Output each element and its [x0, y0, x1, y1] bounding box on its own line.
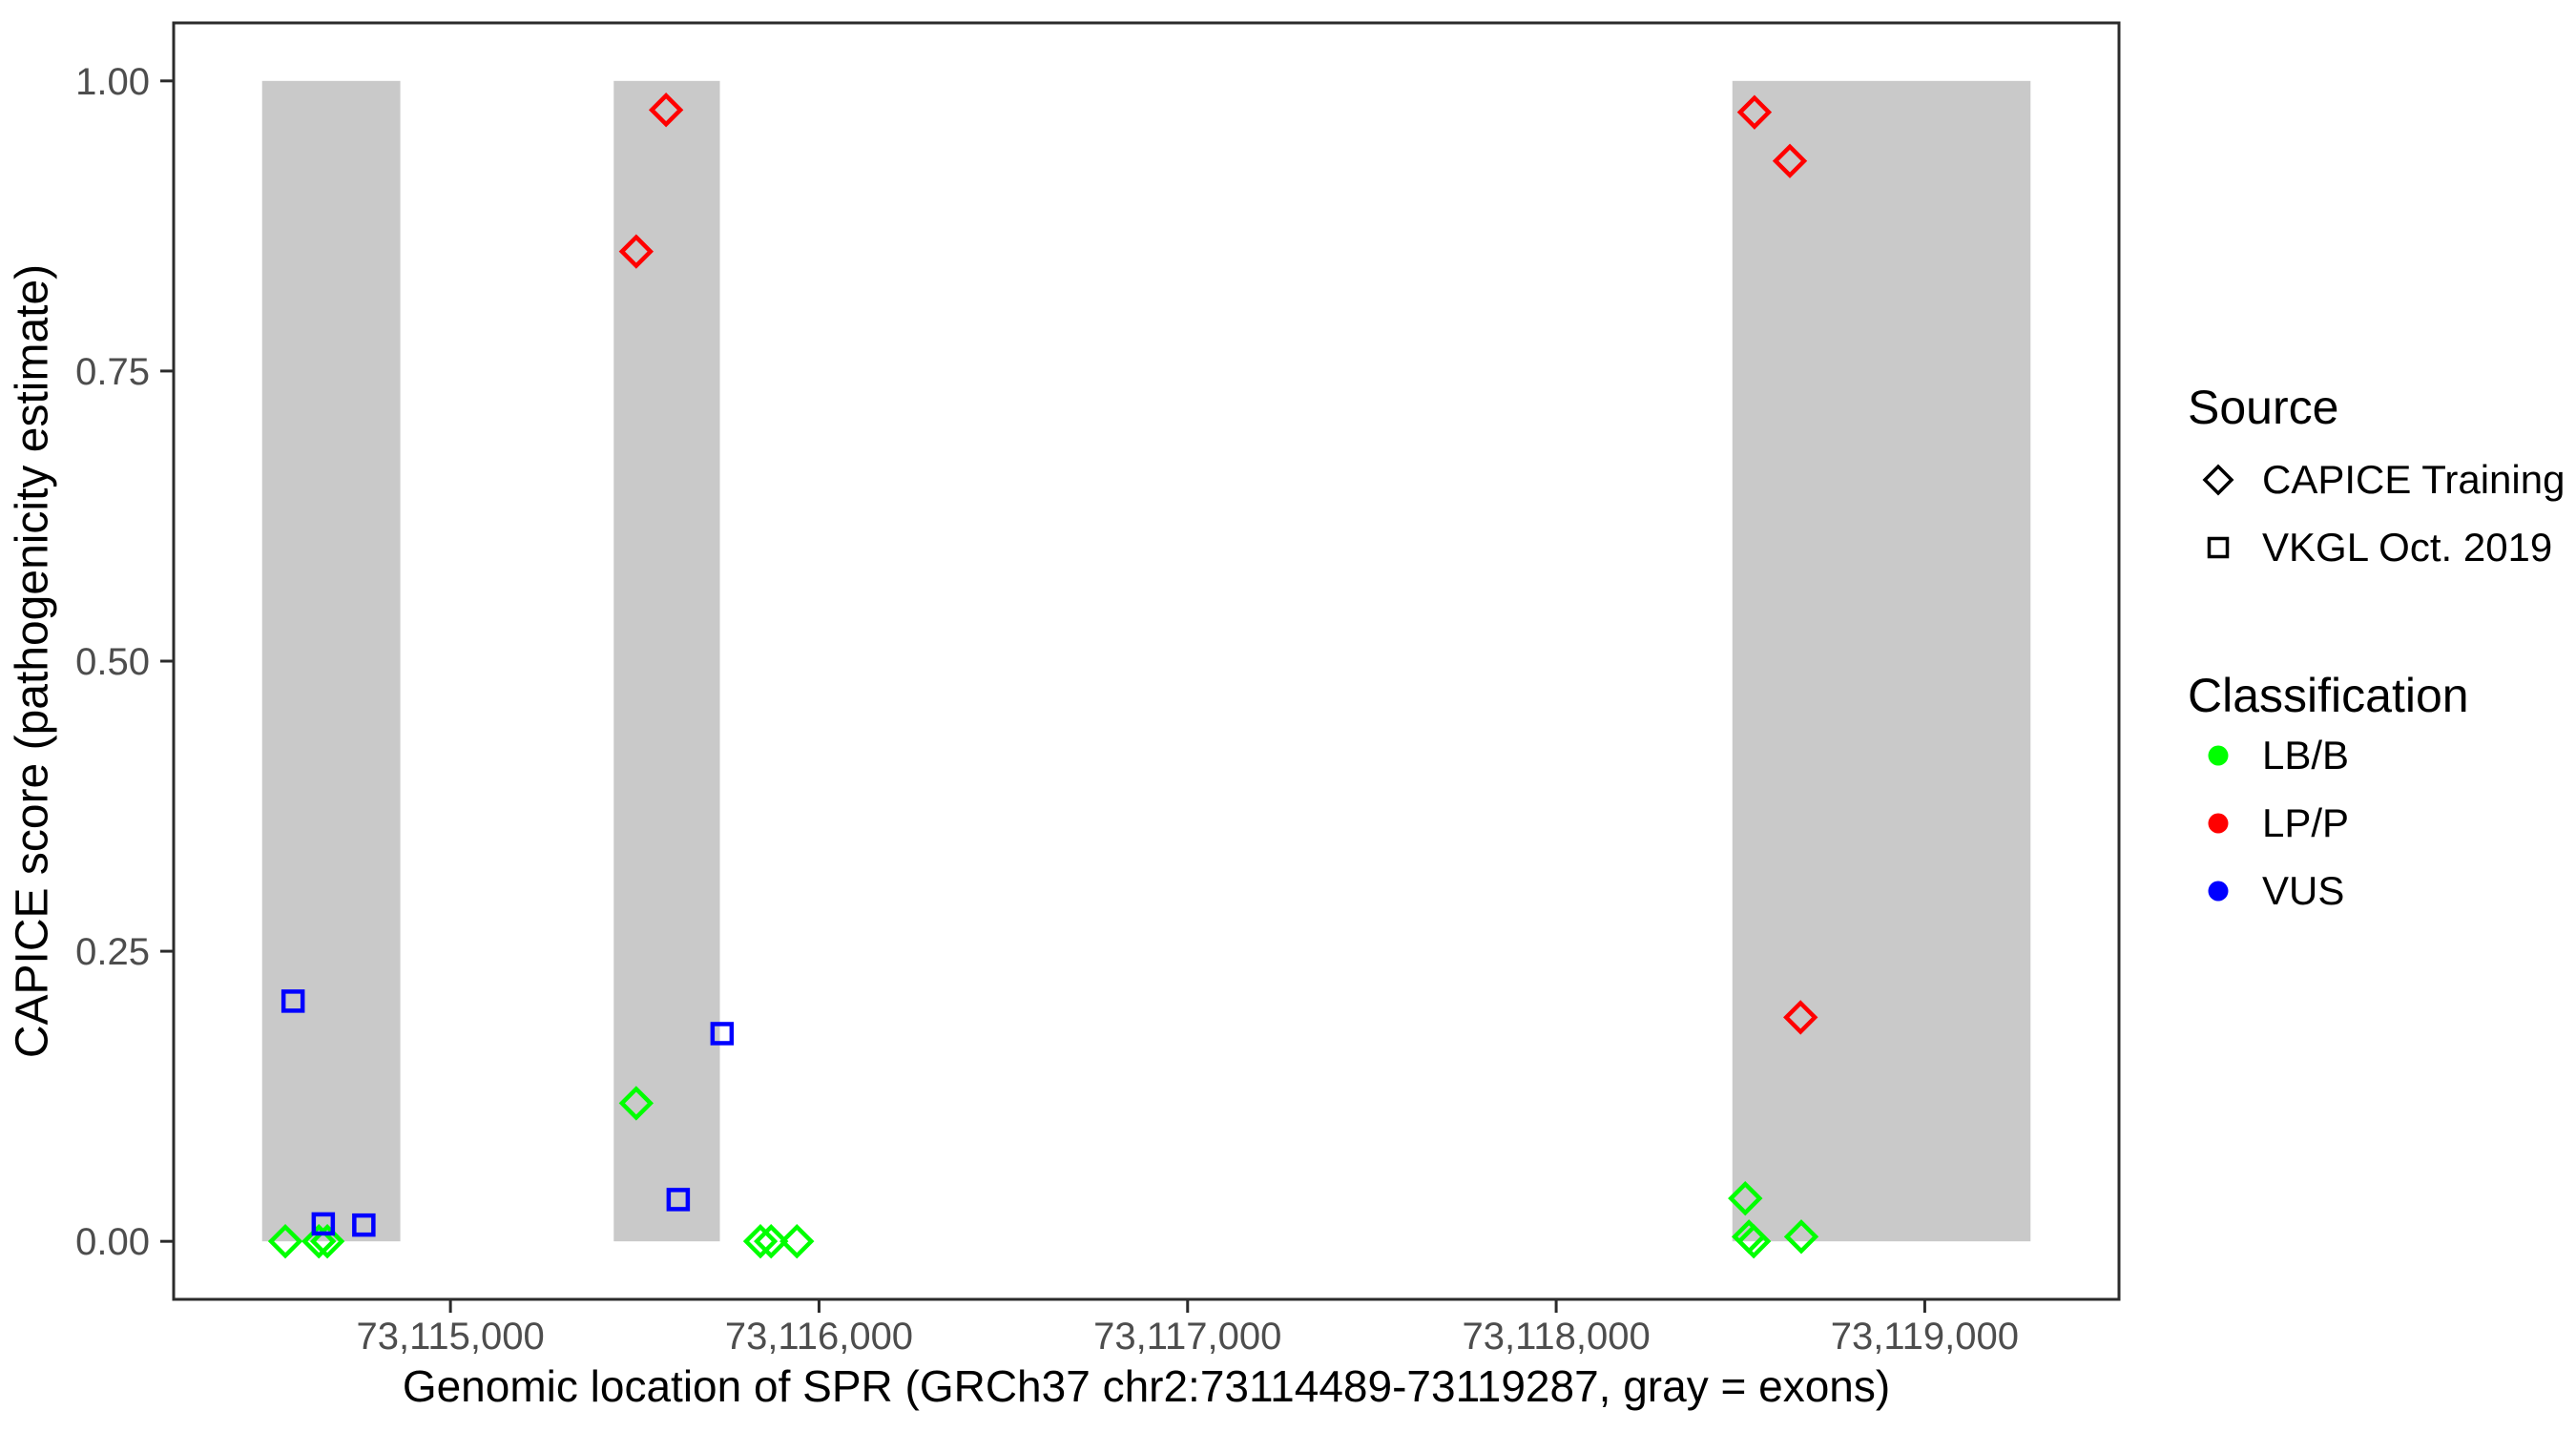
- data-point-diamond: [742, 1223, 779, 1259]
- y-axis-title: CAPICE score (pathogenicity estimate): [7, 263, 58, 1059]
- data-point-square: [666, 1188, 691, 1212]
- y-tick-label: 0.25: [75, 931, 150, 973]
- legend: Source CAPICE Training: [2188, 382, 2565, 924]
- legend-classification-group: Classification LB/B: [2188, 670, 2565, 924]
- data-point-diamond: [1783, 1219, 1819, 1255]
- exon-band: [1732, 80, 2031, 1242]
- dot-icon: [2188, 807, 2249, 840]
- legend-item-label: LP/P: [2262, 799, 2350, 845]
- dot-icon: [2188, 875, 2249, 907]
- square-icon: [2188, 531, 2249, 564]
- data-point-diamond: [301, 1223, 337, 1259]
- legend-source-group: Source CAPICE Training: [2188, 382, 2565, 581]
- data-point-diamond: [1772, 143, 1808, 178]
- legend-item-vus: VUS: [2188, 857, 2565, 924]
- x-tick-label: 73,119,000: [1831, 1316, 2019, 1358]
- data-point-square: [311, 1212, 336, 1236]
- data-point-square: [280, 989, 305, 1013]
- y-tick-label: 0.50: [75, 641, 150, 683]
- data-point-diamond: [618, 1086, 654, 1121]
- exon-band: [261, 80, 401, 1242]
- y-tick-label: 0.75: [75, 351, 150, 393]
- legend-item-label: VUS: [2262, 867, 2345, 913]
- data-point-square: [710, 1022, 735, 1046]
- x-tick-label: 73,116,000: [725, 1316, 913, 1358]
- data-point-diamond: [618, 234, 654, 269]
- data-point-diamond: [754, 1223, 789, 1259]
- exon-band: [613, 80, 720, 1242]
- legend-classification-title: Classification: [2188, 669, 2469, 722]
- data-point-diamond: [1735, 1223, 1772, 1259]
- legend-item-label: CAPICE Training: [2262, 456, 2566, 502]
- legend-item-vkgl: VKGL Oct. 2019: [2188, 513, 2565, 581]
- y-tick-label: 0.00: [75, 1221, 150, 1263]
- data-point-diamond: [1736, 94, 1773, 130]
- data-point-square: [352, 1213, 376, 1237]
- legend-item-lpp: LP/P: [2188, 789, 2565, 857]
- x-tick-label: 73,118,000: [1462, 1316, 1650, 1358]
- x-axis-title: Genomic location of SPR (GRCh37 chr2:731…: [402, 1361, 1891, 1411]
- data-point-diamond: [779, 1223, 815, 1259]
- legend-item-lbb: LB/B: [2188, 721, 2565, 789]
- x-tick-label: 73,117,000: [1093, 1316, 1281, 1358]
- x-tick-label: 73,115,000: [357, 1316, 545, 1358]
- legend-item-capice-training: CAPICE Training: [2188, 446, 2565, 513]
- legend-item-label: VKGL Oct. 2019: [2262, 524, 2553, 570]
- data-point-diamond: [1783, 1000, 1818, 1035]
- legend-item-label: LB/B: [2262, 732, 2350, 778]
- data-point-diamond: [1728, 1180, 1763, 1216]
- legend-source-title: Source: [2188, 381, 2339, 434]
- dot-icon: [2188, 739, 2249, 772]
- y-tick-label: 1.00: [75, 61, 150, 103]
- data-point-diamond: [267, 1223, 303, 1259]
- data-point-diamond: [648, 93, 684, 128]
- diamond-icon: [2188, 464, 2249, 496]
- data-point-diamond: [309, 1223, 345, 1259]
